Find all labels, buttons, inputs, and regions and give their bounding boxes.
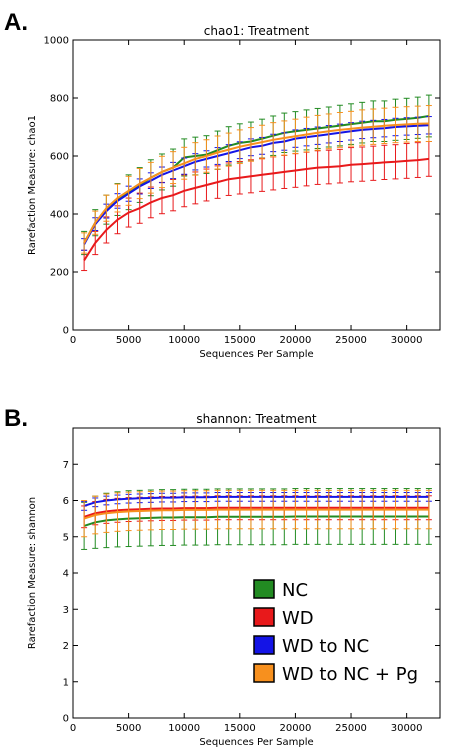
x-tick-label: 0 — [70, 335, 76, 346]
chart-title: shannon: Treatment — [196, 412, 317, 426]
legend-swatch — [253, 663, 275, 683]
x-tick-label: 15000 — [224, 723, 256, 734]
series-line — [83, 115, 430, 244]
y-tick-label: 0 — [63, 714, 69, 725]
x-tick-label: 25000 — [335, 335, 367, 346]
legend-swatch — [253, 635, 275, 655]
series-line — [83, 506, 429, 518]
x-tick-label: 5000 — [116, 723, 141, 734]
x-tick-label: 20000 — [280, 723, 312, 734]
legend-label: NC — [282, 580, 308, 601]
panel-a: A. chao1: Treatment Sequences Per Sample Ra… — [4, 9, 441, 360]
x-tick-label: 0 — [70, 723, 76, 734]
y-tick-label: 7 — [63, 460, 69, 471]
x-tick-label: 30000 — [391, 723, 423, 734]
x-tick-label: 10000 — [168, 723, 200, 734]
x-tick-label: 15000 — [224, 335, 256, 346]
chart-title: chao1: Treatment — [204, 24, 310, 38]
series-wd-to-nc-pg — [81, 489, 432, 538]
y-tick-label: 6 — [63, 496, 69, 507]
legend-swatch — [253, 607, 275, 627]
panel-label: A. — [4, 9, 28, 36]
series-wd-to-nc — [81, 116, 432, 251]
x-tick-label: 5000 — [116, 335, 141, 346]
y-axis-label: Rarefaction Measure: shannon — [27, 497, 38, 649]
y-tick-label: 3 — [63, 605, 69, 616]
y-axis-label: Rarefaction Measure: chao1 — [27, 115, 38, 255]
x-tick-label: 20000 — [280, 335, 312, 346]
y-tick-label: 400 — [50, 210, 69, 221]
y-tick-label: 800 — [50, 94, 69, 105]
series-line — [83, 122, 429, 244]
y-tick-label: 1000 — [44, 36, 69, 47]
panel-b: B. shannon: Treatment Sequences Per Sample… — [4, 405, 441, 748]
y-tick-label: 0 — [63, 326, 69, 337]
series-line — [83, 157, 430, 261]
x-axis-label: Sequences Per Sample — [199, 737, 313, 748]
series-line — [83, 495, 429, 507]
y-tick-label: 200 — [50, 268, 69, 279]
y-tick-label: 5 — [63, 532, 69, 543]
y-tick-label: 4 — [63, 569, 69, 580]
x-tick-label: 10000 — [168, 335, 200, 346]
legend-swatch — [253, 579, 275, 599]
legend-label: WD to NC + Pg — [282, 664, 418, 685]
x-tick-label: 30000 — [391, 335, 423, 346]
series-line — [83, 515, 429, 527]
x-tick-label: 25000 — [335, 723, 367, 734]
y-tick-label: 600 — [50, 152, 69, 163]
series-wd-to-nc-pg — [81, 105, 432, 254]
series-wd — [81, 141, 432, 272]
y-tick-label: 2 — [63, 641, 69, 652]
legend-label: WD — [282, 608, 314, 629]
legend: NC WD WD to NC WD to NC + Pg — [253, 579, 418, 685]
series-line — [83, 508, 429, 520]
y-tick-label: 1 — [63, 677, 69, 688]
plot-frame — [72, 39, 441, 331]
x-axis-label: Sequences Per Sample — [199, 349, 313, 360]
panel-label: B. — [4, 405, 28, 432]
series-line — [83, 124, 429, 245]
legend-label: WD to NC — [282, 636, 369, 657]
